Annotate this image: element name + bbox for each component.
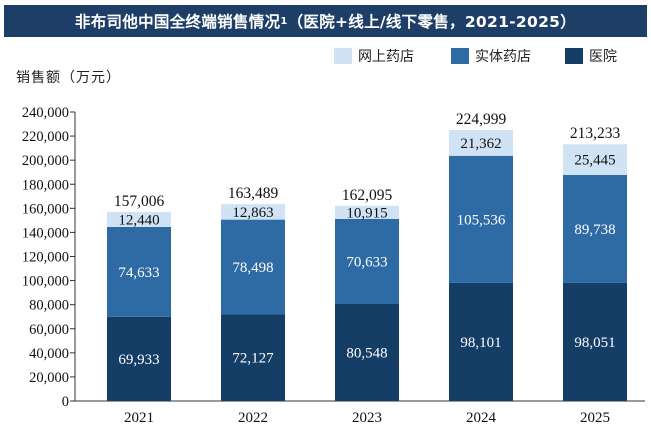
x-tick-label: 2021 bbox=[124, 410, 154, 426]
legend-label-hospital: 医院 bbox=[589, 49, 617, 65]
bar-segment-online bbox=[563, 144, 627, 175]
y-tick-label: 60,000 bbox=[29, 322, 69, 338]
data-label-online: 10,915 bbox=[346, 205, 387, 221]
legend-item-hospital: 医院 bbox=[565, 46, 617, 66]
y-tick-label: 140,000 bbox=[22, 225, 69, 241]
y-tick-label: 40,000 bbox=[29, 346, 69, 362]
chart-title-suffix: （医院+线上/线下零售，2021-2025） bbox=[287, 13, 577, 31]
legend-item-retail: 实体药店 bbox=[451, 46, 531, 66]
legend-label-retail: 实体药店 bbox=[475, 49, 531, 65]
y-tick-label: 100,000 bbox=[22, 274, 69, 290]
chart-title-footnote-mark: 1 bbox=[280, 15, 288, 27]
y-tick-label: 200,000 bbox=[22, 153, 69, 169]
data-label-total: 213,233 bbox=[570, 125, 621, 142]
bar-segment-online bbox=[449, 130, 513, 156]
y-tick-label: 240,000 bbox=[22, 105, 69, 121]
data-label-hospital: 80,548 bbox=[346, 346, 387, 362]
bar-segment-hospital bbox=[563, 282, 627, 401]
data-label-total: 224,999 bbox=[456, 111, 507, 128]
bar-segment-hospital bbox=[221, 314, 285, 401]
bar-segment-hospital bbox=[335, 304, 399, 401]
data-label-retail: 105,536 bbox=[457, 212, 506, 228]
y-tick-label: 120,000 bbox=[22, 250, 69, 266]
chart-title-main: 非布司他中国全终端销售情况 bbox=[74, 13, 281, 31]
bar-segment-retail bbox=[107, 226, 171, 317]
bar-segment-retail bbox=[563, 174, 627, 283]
data-label-total: 157,006 bbox=[114, 193, 165, 210]
y-tick-label: 0 bbox=[62, 394, 69, 410]
bar-segment-retail bbox=[449, 155, 513, 283]
x-tick-label: 2024 bbox=[466, 410, 497, 426]
bar-segment-online bbox=[221, 204, 285, 220]
data-label-hospital: 69,933 bbox=[118, 352, 159, 368]
y-tick-label: 20,000 bbox=[29, 370, 69, 386]
legend-swatch-retail bbox=[451, 48, 469, 64]
data-label-total: 163,489 bbox=[228, 185, 279, 202]
bar-segment-online bbox=[335, 205, 399, 219]
bar-segment-retail bbox=[221, 219, 285, 315]
chart-title: 非布司他中国全终端销售情况 1 （医院+线上/线下零售，2021-2025） bbox=[4, 5, 647, 37]
bar-segment-hospital bbox=[107, 316, 171, 401]
y-tick-label: 180,000 bbox=[22, 177, 69, 193]
y-axis-title: 销售额（万元） bbox=[16, 70, 121, 86]
legend-item-online: 网上药店 bbox=[334, 46, 414, 66]
data-label-hospital: 98,051 bbox=[574, 335, 615, 351]
bar-segment-online bbox=[107, 211, 171, 227]
y-tick-label: 80,000 bbox=[29, 298, 69, 314]
data-label-online: 12,863 bbox=[232, 205, 273, 221]
y-tick-label: 160,000 bbox=[22, 201, 69, 217]
data-label-total: 162,095 bbox=[342, 187, 393, 204]
x-tick-label: 2023 bbox=[352, 410, 382, 426]
legend-swatch-hospital bbox=[565, 48, 583, 64]
data-label-hospital: 98,101 bbox=[460, 335, 501, 351]
legend-label-online: 网上药店 bbox=[358, 49, 414, 65]
data-label-online: 12,440 bbox=[118, 212, 159, 228]
data-label-retail: 74,633 bbox=[118, 265, 159, 281]
y-tick-label: 220,000 bbox=[22, 129, 69, 145]
data-label-hospital: 72,127 bbox=[232, 351, 274, 367]
data-label-retail: 89,738 bbox=[574, 222, 615, 238]
data-label-retail: 70,633 bbox=[346, 254, 387, 270]
bar-segment-retail bbox=[335, 218, 399, 305]
data-label-online: 21,362 bbox=[460, 136, 501, 152]
data-label-online: 25,445 bbox=[574, 153, 615, 169]
x-tick-label: 2025 bbox=[580, 410, 610, 426]
bar-segment-hospital bbox=[449, 282, 513, 401]
x-tick-label: 2022 bbox=[238, 410, 268, 426]
data-label-retail: 78,498 bbox=[232, 260, 273, 276]
legend-swatch-online bbox=[334, 48, 352, 64]
